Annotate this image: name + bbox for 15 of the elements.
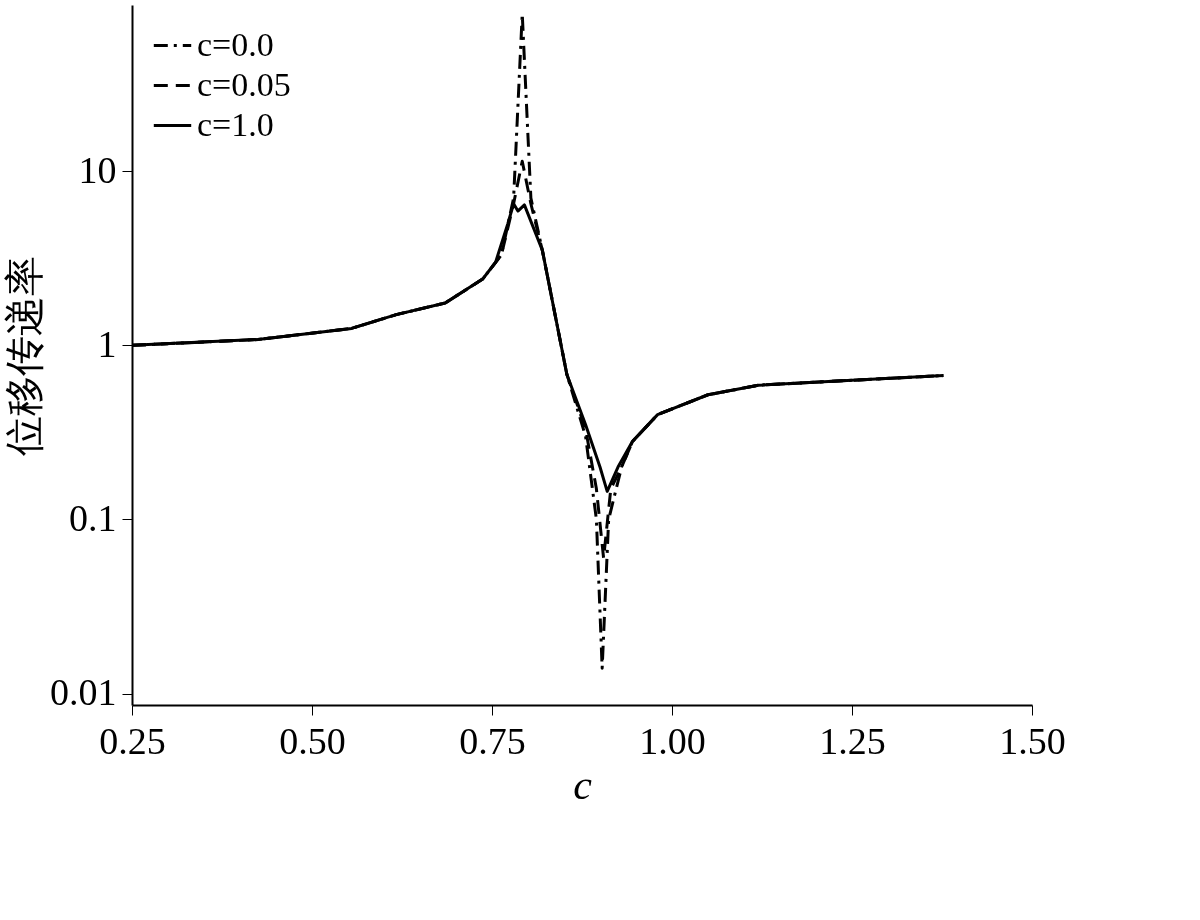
legend-label: c=1.0: [197, 105, 274, 143]
y-tick-label: 0.01: [50, 671, 117, 714]
y-axis-title: 位移传递率: [2, 255, 47, 456]
x-tick-label: 1.25: [819, 719, 886, 762]
x-tick-label: 0.50: [279, 719, 346, 762]
x-tick-label: 1.00: [639, 719, 706, 762]
x-tick-label: 0.25: [99, 719, 166, 762]
x-axis-title: c: [573, 761, 593, 808]
legend-label: c=0.05: [197, 65, 291, 103]
y-tick-label: 10: [78, 148, 117, 191]
x-tick-label: 1.50: [999, 719, 1066, 762]
y-tick-label: 0.1: [69, 496, 117, 539]
y-tick-label: 1: [97, 322, 117, 365]
x-tick-label: 0.75: [459, 719, 526, 762]
legend-label: c=0.0: [197, 25, 274, 63]
